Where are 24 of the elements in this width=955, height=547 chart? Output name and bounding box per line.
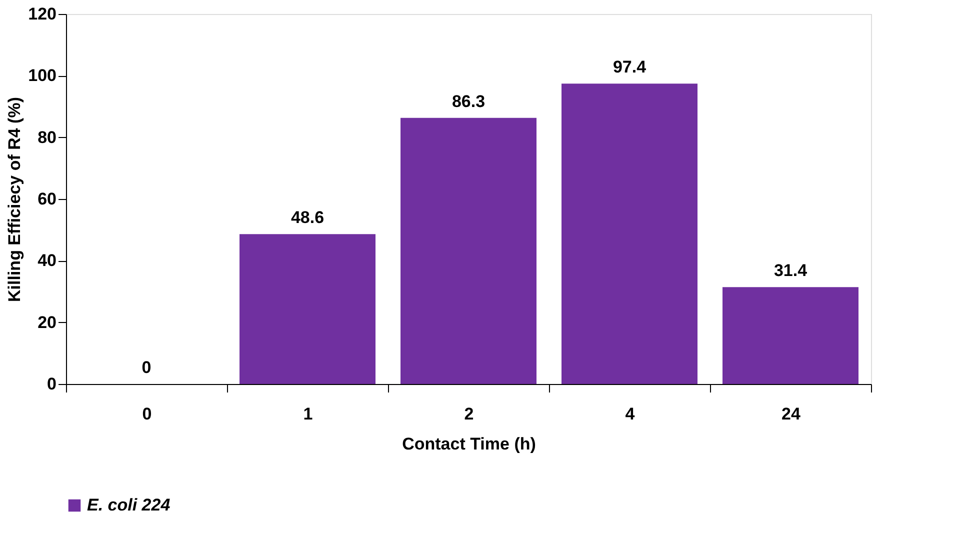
legend-label: E. coli 224	[87, 496, 171, 514]
x-tick-label: 0	[142, 404, 152, 424]
x-axis-title: Contact Time (h)	[402, 434, 536, 454]
bar	[722, 287, 858, 384]
y-tick-label: 40	[38, 251, 56, 270]
x-tick-label: 1	[303, 404, 313, 424]
data-label: 48.6	[290, 208, 324, 228]
x-tick-label: 24	[782, 404, 801, 424]
y-tick-label: 120	[28, 4, 56, 24]
y-tick-label: 80	[38, 128, 56, 147]
y-tick-label: 100	[28, 66, 56, 86]
bar	[562, 84, 698, 384]
bar	[400, 118, 536, 384]
y-tick-label: 60	[38, 190, 56, 208]
x-tick-label: 2	[464, 404, 474, 424]
data-label: 31.4	[774, 261, 808, 280]
bar	[240, 234, 376, 384]
y-tick-label: 20	[38, 312, 56, 332]
y-tick-label: 0	[47, 374, 56, 394]
data-label: 0	[142, 358, 152, 377]
y-axis-title: Killing Efficiecy of R4 (%)	[5, 97, 24, 302]
data-label: 97.4	[612, 58, 647, 77]
data-label: 86.3	[452, 92, 486, 111]
x-tick-label: 4	[625, 404, 636, 424]
